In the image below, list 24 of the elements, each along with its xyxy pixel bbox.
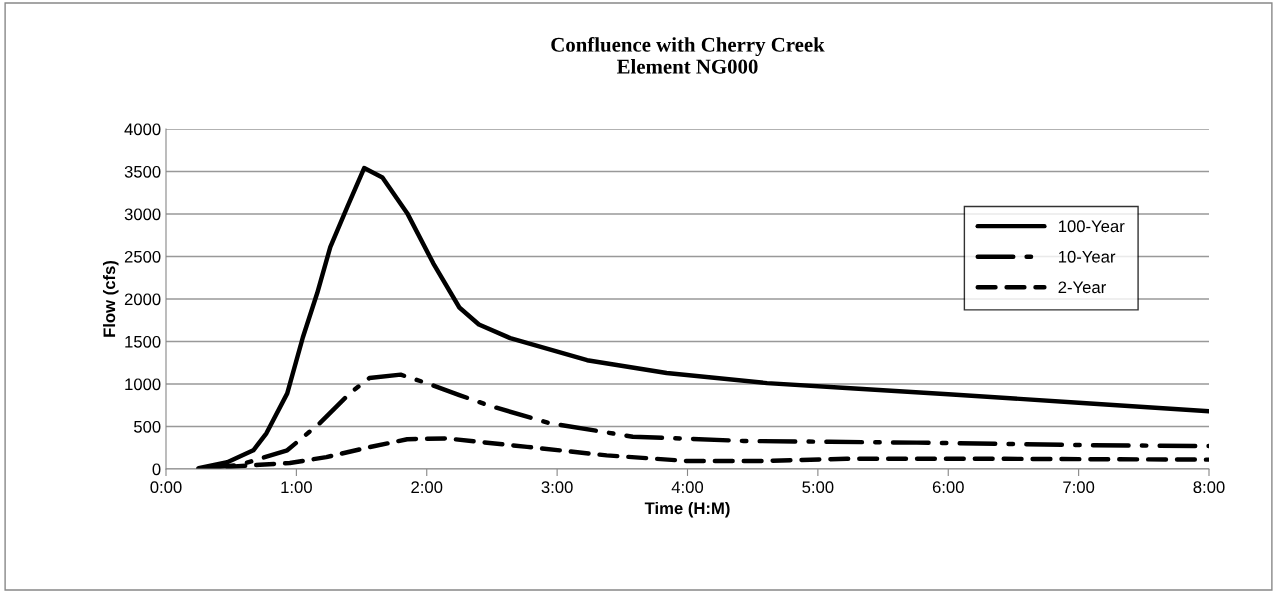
x-tick-label: 7:00 — [1063, 481, 1095, 494]
x-tick-label: 4:00 — [671, 481, 704, 494]
y-tick-label: 4000 — [124, 123, 161, 136]
y-tick-label: 2500 — [124, 250, 161, 263]
x-tick-label: 6:00 — [932, 481, 964, 494]
chart-title: Confluence with Cherry Creek Element NG000 — [551, 36, 825, 74]
y-tick-label: 2000 — [124, 293, 161, 306]
y-axis-title: Flow (cfs) — [102, 260, 119, 337]
x-axis-title: Time (H:M) — [644, 501, 730, 518]
y-tick-label: 3500 — [124, 165, 161, 178]
x-tick-label: 3:00 — [541, 481, 573, 494]
x-tick-label: 8:00 — [1193, 481, 1225, 494]
legend-label: 2-Year — [1058, 281, 1106, 294]
y-tick-label: 0 — [152, 463, 161, 476]
x-tick-label: 2:00 — [411, 481, 443, 494]
legend-label: 10-Year — [1058, 250, 1116, 263]
x-tick-label: 1:00 — [281, 481, 312, 494]
y-tick-label: 1500 — [125, 335, 161, 348]
x-tick-label: 0:00 — [150, 481, 182, 494]
x-tick-label: 5:00 — [802, 481, 834, 494]
y-tick-label: 500 — [134, 420, 161, 433]
y-tick-label: 1000 — [125, 378, 161, 391]
y-tick-label: 3000 — [124, 208, 161, 221]
legend-label: 100-Year — [1058, 220, 1125, 233]
